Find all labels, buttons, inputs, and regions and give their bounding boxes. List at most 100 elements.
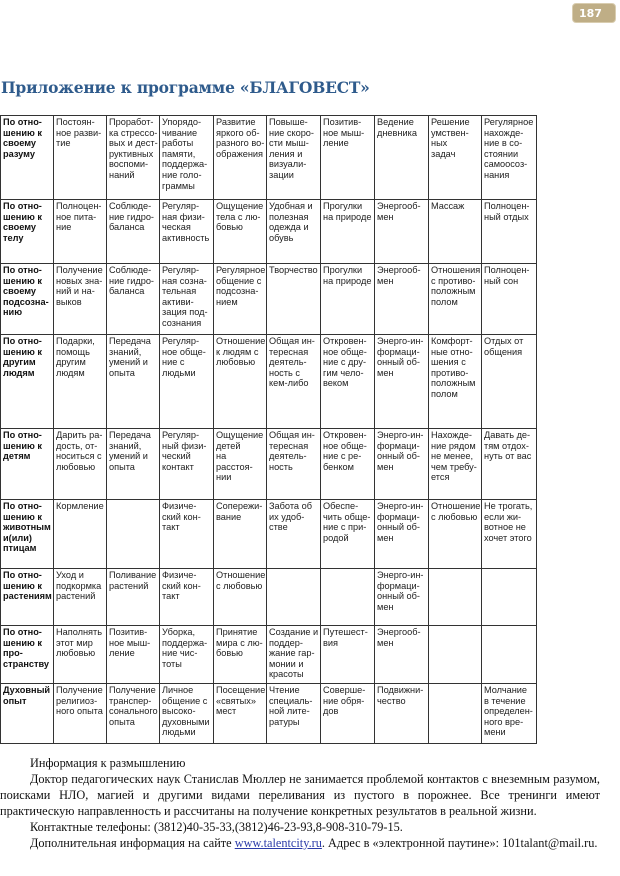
info-paragraph: Доктор педагогических наук Станислав Мюл… — [0, 772, 600, 818]
table-cell: Комфорт- ные отно- шения с противо- поло… — [428, 334, 482, 429]
table-cell: Отношение к людям с любовью — [213, 334, 267, 429]
table-cell: Соблюде- ние гидро- баланса — [106, 263, 160, 335]
table-cell: Соблюде- ние гидро- баланса — [106, 199, 160, 264]
table-cell: Личное общение с высоко- духовными людьм… — [159, 683, 214, 744]
table-cell: Позитив- ное мыш- ление — [106, 625, 160, 684]
table-cell: Подарки, помощь другим людям — [53, 334, 107, 429]
table-cell: Получение религиоз- ного опыта — [53, 683, 107, 744]
table-row: Духовный опыт Получение религиоз- ного оп… — [0, 683, 537, 744]
table-cell: Путешест- вия — [320, 625, 375, 684]
table-cell: Откровен- ное обще- ние с ре- бенком — [320, 428, 375, 500]
table-cell: Прогулки на природе — [320, 199, 375, 264]
table-cell: Чтение специаль- ной лите- ратуры — [266, 683, 321, 744]
contact-phones: Контактные телефоны: (3812)40-35-33,(381… — [30, 820, 403, 834]
table-cell: Ведение дневника — [374, 115, 429, 200]
table-cell: Получение новых зна- ний и на- выков — [53, 263, 107, 335]
table-cell: Передача знаний, умений и опыта — [106, 428, 160, 500]
table-cell: Энерго-ин- формаци- онный об- мен — [374, 568, 429, 626]
table-cell: Полноцен- ный сон — [481, 263, 537, 335]
site-link[interactable]: www.talentcity.ru — [234, 836, 322, 850]
table-cell — [320, 568, 375, 626]
table-cell — [481, 568, 537, 626]
table-cell: Регуляр- ный физи- ческий контакт — [159, 428, 214, 500]
table-cell — [481, 625, 537, 684]
table-cell — [428, 625, 482, 684]
table-cell — [428, 568, 482, 626]
table-cell: Массаж — [428, 199, 482, 264]
row-header-cell: По отно- шению к животным и(или) птицам — [0, 499, 54, 569]
more-info-suffix: . Адрес в «электронной паутине»: 101tala… — [321, 836, 598, 850]
table-cell: Принятие мира с лю- бовью — [213, 625, 267, 684]
more-info: Дополнительная информация на сайте www.t… — [0, 835, 600, 851]
table-cell: Нахожде- ние рядом не менее, чем требу- … — [428, 428, 482, 500]
table-cell: Энергооб- мен — [374, 263, 429, 335]
table-cell: Физиче- ский кон- такт — [159, 499, 214, 569]
table-cell: Отношение с любовью — [213, 568, 267, 626]
table-cell: Ощущение детей на расстоя- нии — [213, 428, 267, 500]
table-cell: Посещение «святых» мест — [213, 683, 267, 744]
table-cell: Регуляр- ное обще- ние с людьми — [159, 334, 214, 429]
table-cell: Передача знаний, умений и опыта — [106, 334, 160, 429]
table-cell: Энерго-ин- формаци- онный об- мен — [374, 499, 429, 569]
table-cell: Уход и подкормка растений — [53, 568, 107, 626]
row-header-cell: По отно- шению к своему разуму — [0, 115, 54, 200]
table-cell: Физиче- ский кон- такт — [159, 568, 214, 626]
table-cell — [428, 683, 482, 744]
table-cell: Подвижни- чество — [374, 683, 429, 744]
row-header-cell: По отно- шению к про- странству — [0, 625, 54, 684]
program-table: По отно- шению к своему разуму Постоян- н… — [0, 115, 537, 744]
table-cell: Регулярное нахожде- ние в со- стоянии са… — [481, 115, 537, 200]
table-cell: Энергооб- мен — [374, 625, 429, 684]
table-cell: Повыше- ние скоро- сти мыш- ления и визу… — [266, 115, 321, 200]
table-cell: Постоян- ное разви- тие — [53, 115, 107, 200]
table-cell: Отдых от общения — [481, 334, 537, 429]
table-cell: Ощущение тела с лю- бовью — [213, 199, 267, 264]
info-section: Информация к размышлению Доктор педагоги… — [0, 755, 600, 851]
table-cell: Развитие яркого об- разного во- ображени… — [213, 115, 267, 200]
table-row: По отно- шению к детям Дарить ра- дость, … — [0, 428, 537, 500]
table-cell: Позитив- ное мыш- ление — [320, 115, 375, 200]
table-cell: Поливание растений — [106, 568, 160, 626]
table-cell: Сопережи- вание — [213, 499, 267, 569]
table-cell: Энерго-ин- формаци- онный об- мен — [374, 334, 429, 429]
row-header-cell: По отно- шению к своему подсозна- нию — [0, 263, 54, 335]
table-row: По отно- шению к своему разуму Постоян- н… — [0, 115, 537, 200]
row-header-cell: По отно- шению к другим людям — [0, 334, 54, 429]
table-cell: Регулярное общение с подсозна- нием — [213, 263, 267, 335]
table-cell: Откровен- ное обще- ние с дру- гим чело-… — [320, 334, 375, 429]
row-header-cell: Духовный опыт — [0, 683, 54, 744]
table-row: По отно- шению к про- странству Наполнять… — [0, 625, 537, 684]
table-cell: Проработ- ка стрессо- вых и дест- руктив… — [106, 115, 160, 200]
table-cell: Энерго-ин- формаци- онный об- мен — [374, 428, 429, 500]
page-number-badge: 187 — [572, 3, 616, 23]
table-cell: Полноцен- ный отдых — [481, 199, 537, 264]
table-cell: Дарить ра- дость, от- носиться с любовью — [53, 428, 107, 500]
table-cell: Уборка, поддержа- ние чис- тоты — [159, 625, 214, 684]
page-title: Приложение к программе «БЛАГОВЕСТ» — [1, 78, 370, 97]
table-cell: Получение транспер- сонального опыта — [106, 683, 160, 744]
table-cell: Удобная и полезная одежда и обувь — [266, 199, 321, 264]
table-cell: Решение умствен- ных задач — [428, 115, 482, 200]
row-header-cell: По отно- шению к своему телу — [0, 199, 54, 264]
table-row: По отно- шению к другим людям Подарки, по… — [0, 334, 537, 429]
table-cell — [266, 568, 321, 626]
table-cell: Упорядо- чивание работы памяти, поддержа… — [159, 115, 214, 200]
row-header-cell: По отно- шению к детям — [0, 428, 54, 500]
table-cell: Общая ин- тересная деятель- ность с кем-… — [266, 334, 321, 429]
table-row: По отно- шению к животным и(или) птицам К… — [0, 499, 537, 569]
table-cell: Забота об их удоб- стве — [266, 499, 321, 569]
table-cell: Общая ин- тересная деятель- ность — [266, 428, 321, 500]
table-cell: Прогулки на природе — [320, 263, 375, 335]
table-cell: Не трогать, если жи- вотное не хочет это… — [481, 499, 537, 569]
table-row: По отно- шению к своему подсозна- нию Пол… — [0, 263, 537, 335]
table-cell: Наполнять этот мир любовью — [53, 625, 107, 684]
table-row: По отно- шению к растениям Уход и подкорм… — [0, 568, 537, 626]
table-cell: Регуляр- ная созна- тельная активи- заци… — [159, 263, 214, 335]
table-cell: Давать де- тям отдох- нуть от вас — [481, 428, 537, 500]
table-cell: Творчество — [266, 263, 321, 335]
row-header-cell: По отно- шению к растениям — [0, 568, 54, 626]
table-cell: Полноцен- ное пита- ние — [53, 199, 107, 264]
table-cell: Отношение с любовью — [428, 499, 482, 569]
table-cell: Энергооб- мен — [374, 199, 429, 264]
table-cell: Соверше- ние обря- дов — [320, 683, 375, 744]
